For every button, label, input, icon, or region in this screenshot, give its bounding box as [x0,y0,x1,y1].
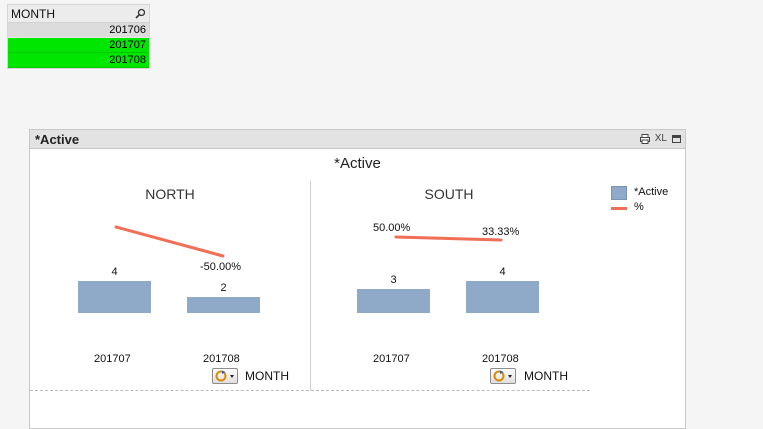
legend-line-swatch [611,207,627,210]
listbox-item-201707[interactable]: 201707 [8,38,149,53]
legend-label-active: *Active [634,186,669,198]
dimension-label: MONTH [524,369,568,383]
line-value-label: -50.00% [200,261,241,273]
bar-north-201708[interactable] [187,297,260,313]
search-icon[interactable] [135,8,146,19]
legend-label-percent: % [634,201,644,213]
caption-toolbar: XL [639,133,681,145]
bar-value-label: 4 [499,266,506,278]
bar-value-label: 4 [111,266,118,278]
line-south-percent [394,235,503,242]
line-north-percent [114,225,225,258]
cycle-group-icon[interactable] [212,368,238,384]
cycle-group-icon[interactable] [490,368,516,384]
chart-title: *Active [334,155,381,172]
listbox-header[interactable]: MONTH [8,5,149,23]
panel-divider [310,181,311,391]
maximize-icon[interactable] [672,135,681,143]
send-to-excel-button[interactable]: XL [654,133,667,144]
panel-title-north: NORTH [145,186,195,202]
listbox-item-201708[interactable]: 201708 [8,53,149,68]
category-label: 201707 [373,353,410,365]
print-icon[interactable] [639,134,650,144]
line-value-label: 50.00% [373,222,411,234]
chart-caption-title: *Active [35,132,80,147]
category-label: 201708 [482,353,519,365]
chart-area: *Active NORTH SOUTH 4 2 3 4 -50.00% 50.0… [30,149,685,429]
listbox-title: MONTH [11,7,55,21]
line-value-label: 33.33% [482,226,520,238]
bar-value-label: 3 [390,274,397,286]
bar-north-201707[interactable] [78,281,151,313]
panel-title-south: SOUTH [424,186,474,202]
bar-value-label: 2 [220,282,227,294]
chart-bottom-divider [30,390,590,391]
dimension-label: MONTH [245,369,289,383]
category-label: 201708 [203,353,240,365]
month-listbox: MONTH 201706 201707 201708 [7,4,150,69]
chart-caption[interactable]: *Active XL [30,130,685,149]
legend-bar-swatch [611,186,627,200]
percent-lines [114,225,503,258]
bar-south-201708[interactable] [466,281,539,313]
active-chart-object: *Active XL *Active NORTH SOUTH 4 2 3 4 -… [29,129,686,429]
category-label: 201707 [94,353,131,365]
listbox-item-201706[interactable]: 201706 [8,23,149,38]
bar-south-201707[interactable] [357,289,430,313]
